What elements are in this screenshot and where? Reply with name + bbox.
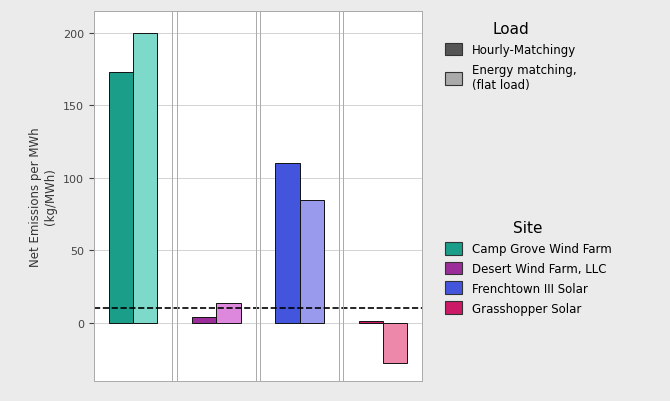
- Bar: [344, 12, 422, 381]
- Y-axis label: Net Emissions per MWh
(kg/MWh): Net Emissions per MWh (kg/MWh): [29, 127, 58, 266]
- Bar: [133, 34, 157, 323]
- Bar: [299, 200, 324, 323]
- Bar: [383, 323, 407, 364]
- Bar: [216, 303, 241, 323]
- Bar: [109, 73, 133, 323]
- Bar: [94, 12, 172, 381]
- Bar: [275, 164, 299, 323]
- Bar: [192, 317, 216, 323]
- Bar: [260, 12, 339, 381]
- Bar: [358, 322, 383, 323]
- Bar: [177, 12, 256, 381]
- Legend: Camp Grove Wind Farm, Desert Wind Farm, LLC, Frenchtown III Solar, Grasshopper S: Camp Grove Wind Farm, Desert Wind Farm, …: [441, 217, 615, 318]
